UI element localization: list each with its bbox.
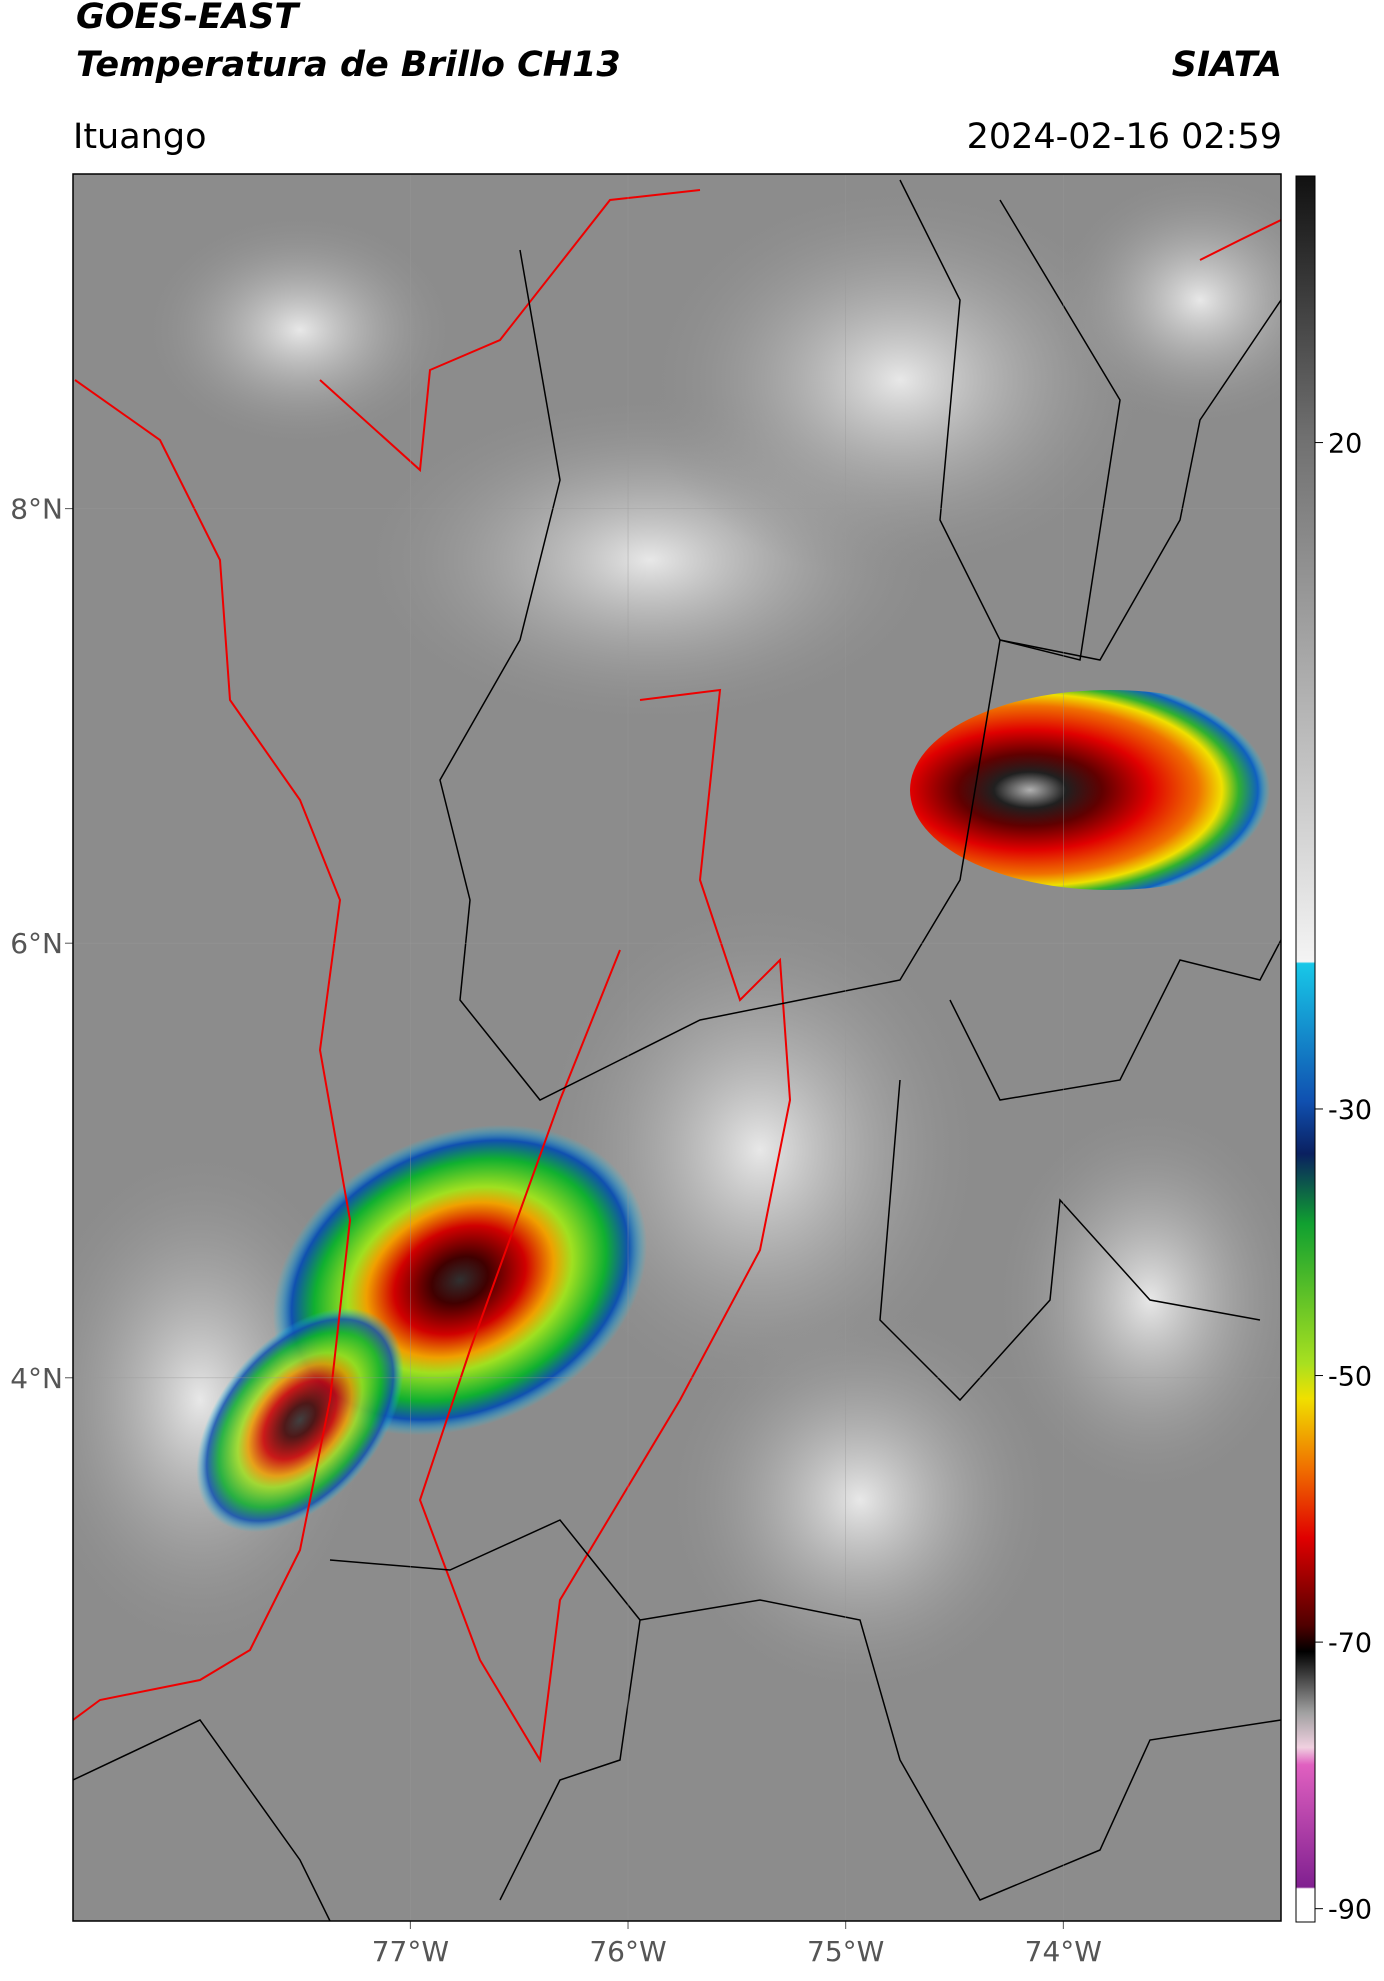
brand: SIATA [1172, 45, 1282, 85]
map-frame [72, 173, 1282, 1922]
colorbar-tick-label: 20 [1328, 429, 1362, 460]
x-tick-label: 74°W [1025, 1935, 1102, 1968]
graticule: 77°W 76°W 75°W 74°W 4°N 6°N 8°N [10, 174, 1281, 1968]
colorbar-ticks: 20 -30 -50 -70 -90 [1315, 429, 1372, 1926]
x-tick-label: 76°W [589, 1935, 666, 1968]
y-tick-label: 6°N [10, 927, 63, 960]
title: GOES-EAST [76, 0, 301, 37]
datetime: 2024-02-16 02:59 [967, 117, 1282, 157]
subtitle: Temperatura de Brillo CH13 [76, 45, 621, 85]
colorbar-tick-label: -50 [1328, 1362, 1372, 1393]
x-tick-label: 77°W [372, 1935, 449, 1968]
x-tick-label: 75°W [807, 1935, 884, 1968]
colorbar-tick-label: -30 [1328, 1095, 1372, 1126]
y-tick-label: 8°N [10, 493, 63, 526]
location: Ituango [73, 117, 207, 157]
colorbar-tick-label: -70 [1328, 1628, 1372, 1659]
colorbar [1295, 175, 1316, 1923]
colorbar-tick-label: -90 [1328, 1895, 1372, 1926]
y-tick-label: 4°N [10, 1362, 63, 1395]
satellite-image [73, 174, 1281, 1921]
